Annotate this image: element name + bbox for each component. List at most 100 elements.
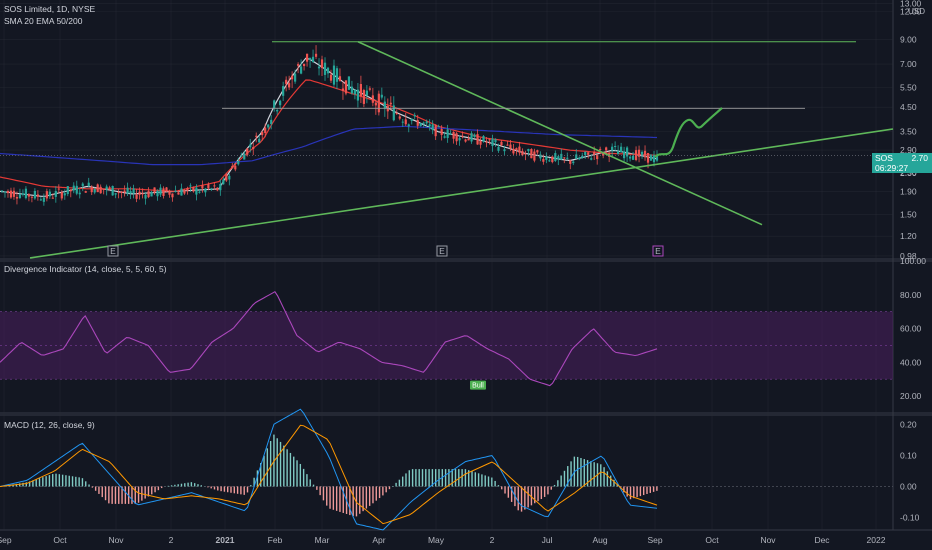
macd-histogram-bar: [365, 486, 368, 509]
price-tick: 13.00: [900, 0, 922, 9]
candle-body: [407, 124, 410, 127]
candle-body: [189, 185, 192, 187]
candle-body: [344, 80, 348, 94]
candle-body: [581, 155, 584, 158]
divergence-legend: Divergence Indicator (14, close, 5, 5, 6…: [4, 264, 167, 274]
macd-histogram-bar: [471, 471, 473, 487]
candle-body: [404, 119, 407, 125]
macd-histogram-bar: [154, 486, 156, 493]
macd-histogram-bar: [415, 469, 417, 487]
macd-histogram-bar: [45, 476, 47, 487]
macd-histogram-bar: [401, 476, 404, 487]
candle-body: [467, 138, 470, 141]
time-tick: Dec: [814, 535, 830, 545]
macd-histogram-bar: [19, 483, 21, 487]
candle-body: [431, 124, 434, 130]
candle-body: [66, 186, 69, 195]
macd-histogram-bar: [91, 486, 94, 488]
candle-body: [114, 193, 117, 195]
divergence-tick: 40.00: [900, 357, 922, 367]
candle-body: [129, 191, 132, 194]
badge-symbol: SOS: [875, 153, 893, 163]
macd-histogram-bar: [38, 478, 41, 487]
time-tick: 2: [490, 535, 495, 545]
candle-body: [96, 184, 99, 193]
macd-histogram-bar: [497, 485, 500, 487]
macd-histogram-bar: [428, 469, 430, 487]
macd-histogram-bar: [382, 486, 384, 496]
candle-body: [171, 193, 174, 198]
macd-histogram-bar: [207, 486, 209, 488]
time-tick: 2021: [216, 535, 235, 545]
divergence-tick: 100.00: [900, 256, 926, 266]
candle-body: [521, 150, 524, 156]
candle-body: [557, 156, 560, 160]
macd-histogram-bar: [306, 474, 308, 487]
earnings-marker: [652, 245, 664, 257]
macd-histogram-bar: [431, 469, 434, 487]
macd-histogram-bar: [293, 456, 295, 487]
macd-histogram-bar: [477, 473, 480, 487]
resistance-trendline: [357, 41, 763, 226]
candle-body: [479, 141, 482, 145]
time-tick: Aug: [592, 535, 607, 545]
candle-body: [63, 193, 66, 196]
macd-histogram-bar: [593, 462, 595, 487]
price-badge: SOS 2.70 06:29:27: [872, 153, 932, 173]
price-tick: 5.50: [900, 83, 917, 93]
macd-histogram-bar: [246, 486, 249, 493]
macd-legend: MACD (12, 26, close, 9): [4, 420, 95, 430]
candle-body: [72, 185, 75, 191]
candle-body: [413, 115, 416, 117]
candle-body: [216, 187, 219, 191]
candle-body: [60, 192, 63, 199]
macd-histogram-bar: [368, 486, 371, 506]
macd-histogram-bar: [603, 467, 605, 487]
trend-drawings[interactable]: E E E Bull: [0, 41, 894, 390]
macd-histogram-bar: [491, 477, 493, 487]
macd-histogram-bar: [567, 466, 569, 487]
macd-histogram-bar: [375, 486, 377, 501]
candle-body: [165, 187, 168, 192]
macd-histogram-bar: [458, 469, 460, 487]
candle-body: [649, 154, 653, 161]
candle-body: [503, 149, 506, 152]
macd-histogram-bar: [289, 452, 292, 487]
macd-histogram-bar: [494, 480, 496, 487]
earnings-marker-label: E: [655, 246, 661, 256]
macd-histogram-bar: [213, 486, 216, 490]
candle-body: [276, 110, 279, 112]
candle-body: [282, 86, 285, 96]
candle-body: [6, 191, 10, 194]
candle-body: [30, 196, 34, 198]
macd-histogram-bar: [335, 486, 338, 511]
candle-body: [605, 147, 608, 151]
macd-histogram-bar: [94, 486, 97, 491]
candle-body: [425, 121, 428, 124]
macd-histogram-bar: [233, 486, 236, 494]
macd-histogram-bar: [319, 486, 321, 496]
macd-histogram-bar: [649, 486, 651, 493]
candle-body: [452, 131, 455, 139]
candle-body: [36, 194, 39, 197]
candle-body: [15, 196, 19, 199]
candle-body: [323, 62, 327, 75]
macd-histogram-bar: [342, 486, 344, 513]
candle-body: [536, 150, 539, 153]
candle-body: [497, 146, 500, 151]
macd-histogram-bar: [425, 469, 427, 487]
ema50-line: [0, 79, 658, 192]
macd-histogram-bar: [302, 468, 305, 487]
macd-histogram-bar: [187, 482, 189, 487]
candle-body: [461, 135, 464, 137]
macd-histogram-bar: [279, 441, 282, 487]
candle-body: [201, 185, 204, 189]
candle-body: [147, 191, 150, 198]
macd-histogram-bar: [629, 486, 632, 500]
candle-body: [234, 165, 237, 170]
divergence-line: [0, 290, 658, 387]
macd-histogram-bar: [296, 460, 298, 487]
price-tick: 4.50: [900, 102, 917, 112]
macd-histogram-bar: [98, 486, 100, 494]
